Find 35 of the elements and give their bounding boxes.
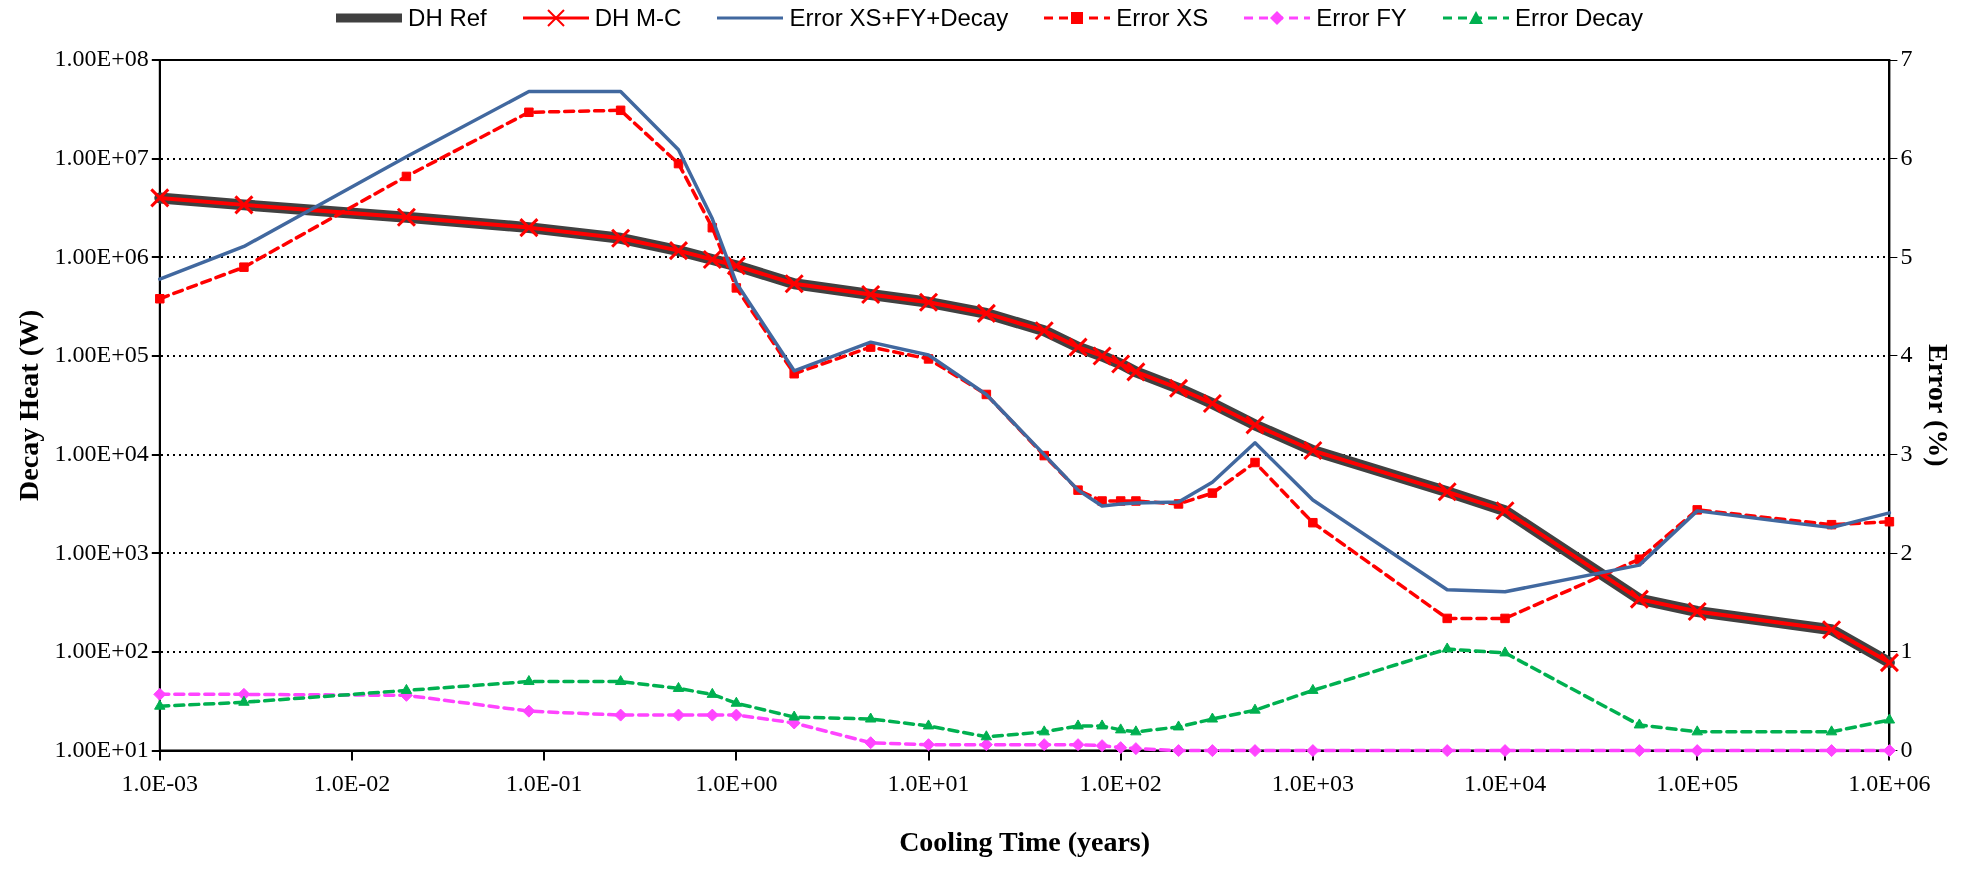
y-tick-label: 1.00E+02 (54, 637, 149, 664)
y-tick-label: 1.00E+06 (54, 242, 149, 269)
x-tick-label: 1.0E+04 (1463, 770, 1547, 797)
y2-tick-label: 1 (1900, 637, 1913, 664)
y-tick-label: 1.00E+01 (54, 735, 149, 762)
x-tick-label: 1.0E-03 (121, 770, 199, 797)
x-axis-title: Cooling Time (years) (899, 826, 1151, 858)
x-tick-label: 1.0E+03 (1271, 770, 1354, 797)
y-tick-label: 1.00E+07 (54, 143, 149, 170)
x-tick-label: 1.0E+02 (1079, 770, 1162, 797)
y2-tick-label: 6 (1900, 143, 1913, 170)
y2-tick-label: 3 (1900, 439, 1913, 466)
legend-label: DH M-C (594, 4, 682, 32)
y2-tick-label: 5 (1900, 242, 1913, 269)
x-tick-label: 1.0E+06 (1848, 770, 1931, 797)
legend-label: Error Decay (1514, 4, 1643, 32)
y-tick-label: 1.00E+05 (54, 341, 149, 368)
x-tick-label: 1.0E-02 (313, 770, 391, 797)
y-tick-label: 1.00E+08 (54, 45, 149, 72)
y-tick-label: 1.00E+03 (54, 538, 149, 565)
legend-label: Error FY (1316, 4, 1407, 32)
x-tick-label: 1.0E+00 (695, 770, 778, 797)
x-tick-label: 1.0E+01 (887, 770, 970, 797)
legend-label: Error XS (1116, 4, 1209, 32)
y2-tick-label: 7 (1900, 45, 1913, 72)
y2-tick-label: 0 (1900, 735, 1913, 762)
y-axis-title: Decay Heat (W) (13, 309, 45, 501)
legend-label: Error XS+FY+Decay (789, 4, 1009, 32)
y-tick-label: 1.00E+04 (54, 439, 149, 466)
x-tick-label: 1.0E-01 (505, 770, 583, 797)
y2-axis-title: Error (%) (1922, 344, 1954, 467)
y2-tick-label: 2 (1900, 538, 1913, 565)
x-tick-label: 1.0E+05 (1656, 770, 1739, 797)
y2-tick-label: 4 (1900, 341, 1913, 368)
legend-label: DH Ref (408, 4, 487, 32)
